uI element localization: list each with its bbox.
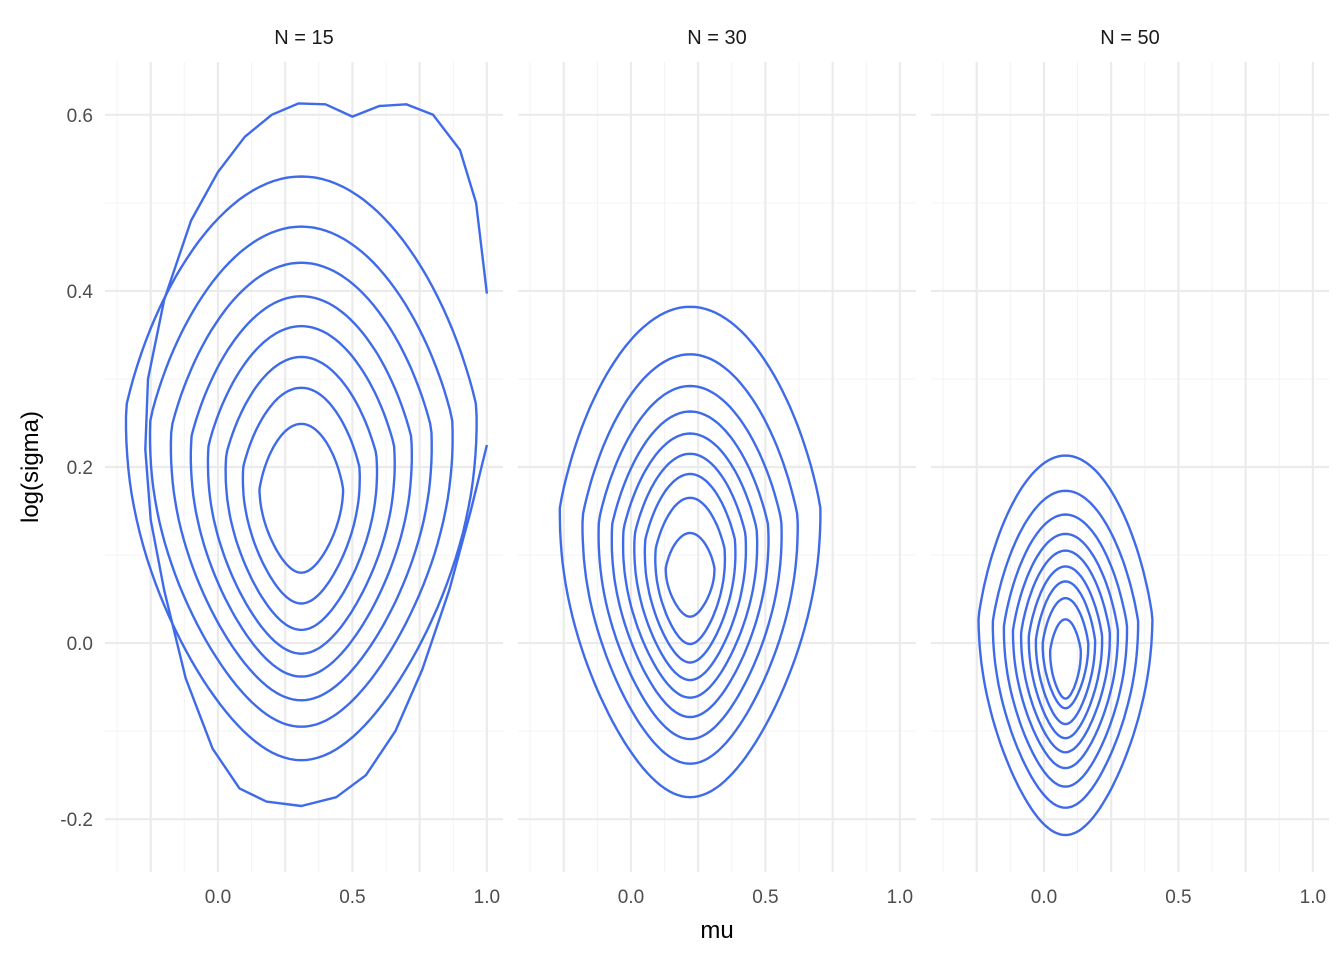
y-axis-title: log(sigma) (17, 411, 44, 523)
contour-line (581, 353, 799, 765)
y-tick-label: 0.4 (67, 282, 94, 303)
contour-line (1034, 580, 1097, 726)
contour-line (1049, 618, 1082, 700)
x-tick-label: 0.5 (1165, 887, 1191, 908)
contour-line (1011, 532, 1120, 770)
contour-line (597, 384, 783, 741)
x-tick-label: 0.0 (618, 887, 644, 908)
x-tick-label: 0.0 (1031, 887, 1057, 908)
contour-line (664, 531, 716, 618)
contour-line (124, 175, 478, 762)
contour-line (258, 422, 345, 574)
contour-line (621, 432, 759, 699)
contour-line (654, 496, 727, 646)
y-tick-label: 0.2 (67, 458, 93, 479)
contour-line (1002, 513, 1129, 788)
contour-line (148, 225, 454, 728)
contour-line (144, 102, 489, 808)
panel-strip-label: N = 50 (1100, 27, 1159, 49)
panel-strip-label: N = 30 (687, 27, 746, 49)
label-layer: N = 15 0.0 0.5 1.0 N = 30 0.0 0.5 1.0 N = 50 0.0 0… (60, 27, 1326, 908)
contour-line (991, 489, 1140, 809)
x-tick-label: 0.5 (752, 887, 778, 908)
contour-layer (124, 102, 1154, 837)
contour-line (169, 261, 433, 702)
contour-line (610, 410, 770, 719)
y-tick-label: 0.6 (67, 106, 93, 127)
contour-line (241, 386, 361, 605)
x-tick-label: 1.0 (887, 887, 913, 908)
contour-line (643, 472, 737, 664)
contour-line (1019, 549, 1111, 754)
y-tick-label: 0.0 (67, 634, 93, 655)
contour-line (206, 324, 396, 655)
contour-line (558, 305, 822, 799)
contour-line (1041, 597, 1090, 710)
x-axis-title: mu (700, 917, 733, 944)
contour-line (977, 454, 1154, 837)
x-tick-label: 0.5 (339, 887, 365, 908)
panel-strip-label: N = 15 (274, 27, 333, 49)
x-tick-label: 1.0 (1300, 887, 1326, 908)
contour-line (189, 295, 413, 678)
y-tick-label: -0.2 (60, 810, 93, 831)
x-tick-label: 1.0 (474, 887, 500, 908)
x-tick-label: 0.0 (205, 887, 231, 908)
contour-line (633, 452, 748, 682)
contour-line (1027, 565, 1104, 740)
contour-line (224, 355, 379, 632)
